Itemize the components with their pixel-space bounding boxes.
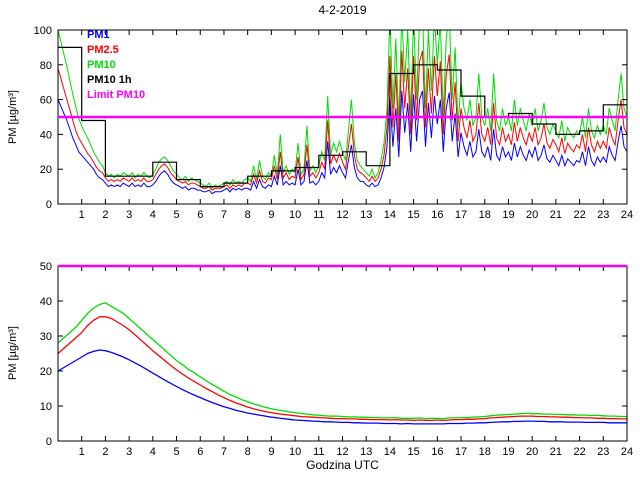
x-tick-label: 11: [313, 209, 324, 221]
bottom-chart-ylabel: PM [µg/m³]: [7, 326, 19, 381]
x-tick-label: 10: [289, 209, 301, 221]
x-tick-label: 12: [336, 209, 348, 221]
legend: PM1 PM2.5 PM10 PM10 1h Limit PM10: [87, 28, 145, 103]
x-axis-label: Godzina UTC: [306, 458, 379, 472]
y-tick-label: 0: [46, 436, 52, 448]
legend-item: PM1: [87, 29, 110, 41]
x-tick-label: 13: [360, 209, 372, 221]
y-tick-label: 100: [34, 25, 52, 37]
x-tick-label: 7: [221, 209, 227, 221]
legend-item: PM10 1h: [87, 74, 132, 86]
x-tick-label: 9: [268, 209, 274, 221]
x-tick-label: 6: [197, 446, 203, 458]
x-tick-label: 2: [102, 209, 108, 221]
x-tick-label: 19: [502, 209, 514, 221]
x-tick-label: 14: [384, 209, 396, 221]
x-tick-label: 2: [102, 446, 108, 458]
x-tick-label: 20: [526, 209, 538, 221]
x-tick-label: 23: [597, 446, 609, 458]
y-tick-label: 0: [46, 199, 52, 211]
x-tick-label: 1: [79, 209, 85, 221]
y-tick-label: 20: [40, 366, 52, 378]
series-PM2.5: [58, 316, 627, 422]
x-tick-label: 18: [479, 446, 491, 458]
y-tick-label: 30: [40, 331, 52, 343]
x-tick-label: 9: [268, 446, 274, 458]
y-tick-label: 80: [40, 60, 52, 72]
x-tick-label: 16: [431, 209, 443, 221]
x-tick-label: 1: [79, 446, 85, 458]
y-tick-label: 60: [40, 95, 52, 107]
y-tick-label: 10: [40, 401, 52, 413]
x-tick-label: 8: [245, 209, 251, 221]
y-tick-label: 40: [40, 129, 52, 141]
x-tick-label: 15: [408, 446, 420, 458]
series-PM1: [58, 349, 627, 425]
series-PM1: [58, 90, 627, 195]
x-tick-label: 22: [573, 209, 585, 221]
x-tick-label: 7: [221, 446, 227, 458]
axes-box: [57, 265, 628, 442]
x-tick-label: 5: [173, 209, 179, 221]
y-tick-label: 20: [40, 164, 52, 176]
x-tick-label: 16: [431, 446, 443, 458]
top-chart-ylabel: PM [µg/m³]: [7, 90, 19, 145]
x-tick-label: 20: [526, 446, 538, 458]
x-tick-label: 22: [573, 446, 585, 458]
x-tick-label: 6: [197, 209, 203, 221]
x-tick-label: 8: [245, 446, 251, 458]
x-tick-label: 18: [479, 209, 491, 221]
x-tick-label: 4: [150, 209, 156, 221]
x-tick-label: 24: [621, 446, 633, 458]
legend-item: PM10: [87, 59, 116, 71]
x-tick-label: 14: [384, 446, 396, 458]
x-tick-label: 10: [289, 446, 301, 458]
legend-item: PM2.5: [87, 44, 119, 56]
x-tick-label: 5: [173, 446, 179, 458]
x-tick-label: 23: [597, 209, 609, 221]
x-tick-label: 24: [621, 209, 633, 221]
series-PM10: [58, 302, 627, 420]
x-tick-label: 3: [126, 446, 132, 458]
x-tick-label: 19: [502, 446, 514, 458]
x-tick-label: 3: [126, 209, 132, 221]
x-tick-label: 21: [550, 209, 562, 221]
x-tick-label: 17: [455, 446, 467, 458]
y-tick-label: 50: [40, 261, 52, 273]
y-tick-label: 40: [40, 296, 52, 308]
x-tick-label: 21: [550, 446, 562, 458]
chart-title: 4-2-2019: [318, 3, 367, 17]
x-tick-label: 17: [455, 209, 467, 221]
x-tick-label: 4: [150, 446, 156, 458]
x-tick-label: 12: [336, 446, 348, 458]
x-tick-label: 13: [360, 446, 372, 458]
series-PM2.5: [58, 50, 627, 191]
x-tick-label: 11: [313, 446, 324, 458]
x-tick-label: 15: [408, 209, 420, 221]
legend-item: Limit PM10: [87, 89, 146, 101]
